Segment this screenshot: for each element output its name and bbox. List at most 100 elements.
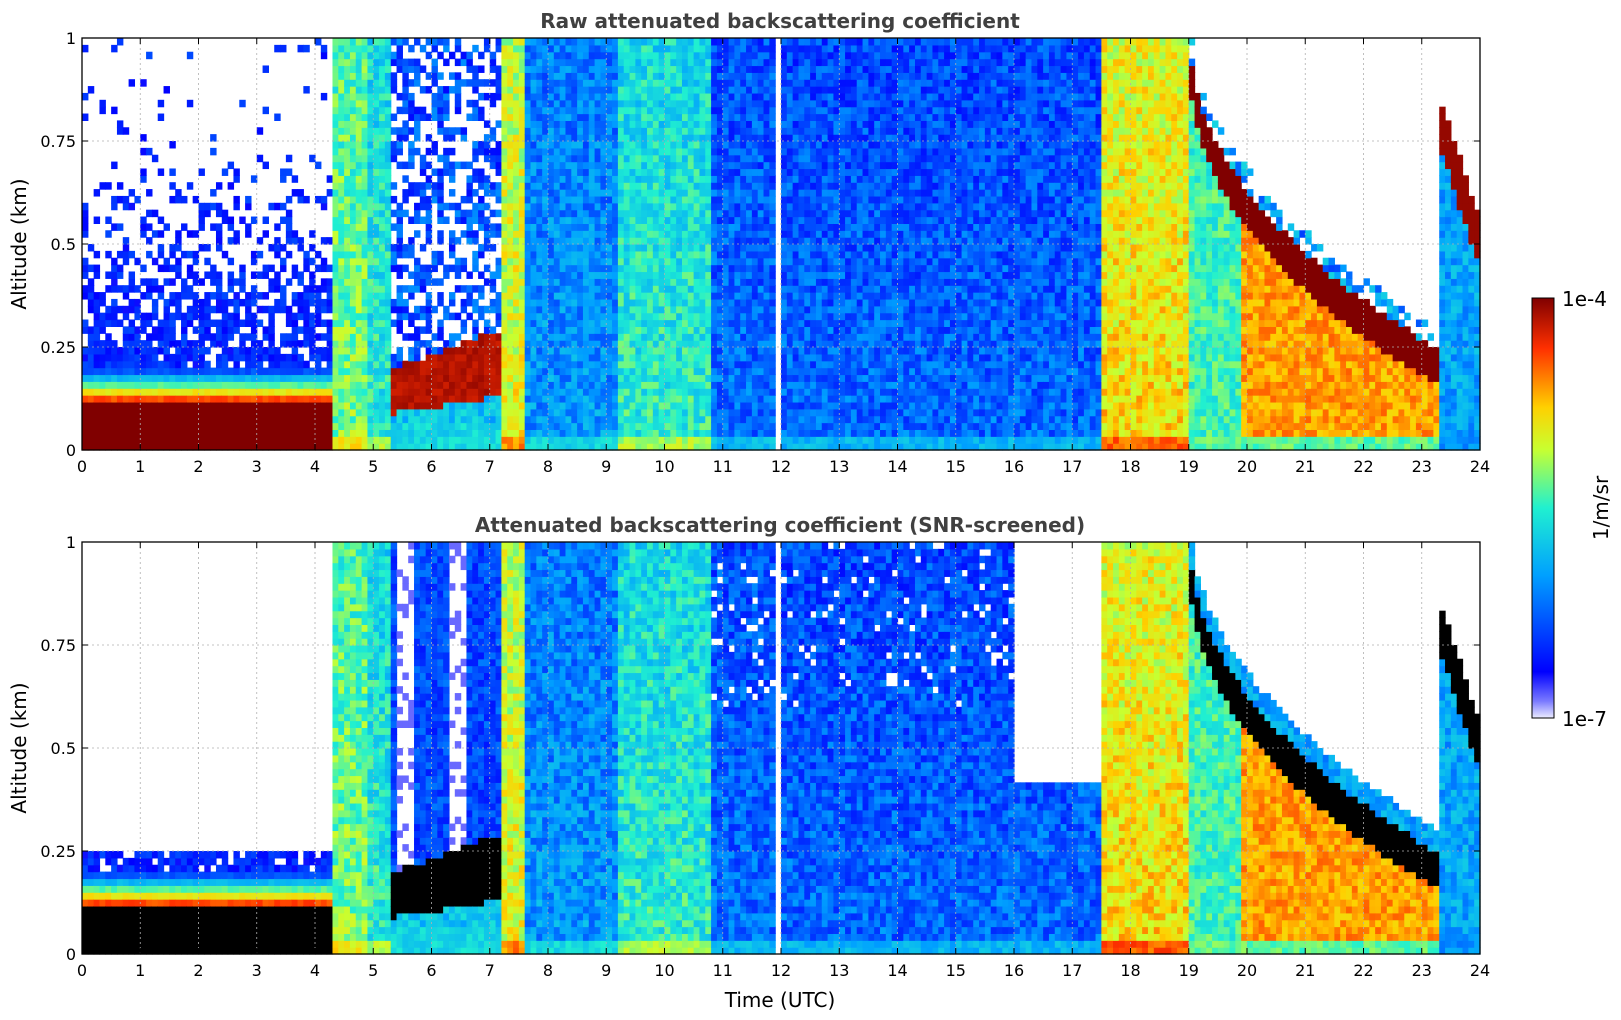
heatmap-cell	[263, 354, 269, 361]
heatmap-cell	[478, 306, 484, 313]
heatmap-cell	[472, 72, 478, 79]
heatmap-cell	[426, 436, 432, 443]
heatmap-cell	[577, 127, 583, 134]
heatmap-cell	[699, 72, 705, 79]
heatmap-cell	[292, 320, 298, 327]
heatmap-cell	[152, 354, 158, 361]
heatmap-cell	[216, 374, 222, 381]
heatmap-cell	[531, 45, 537, 52]
heatmap-cell	[583, 333, 589, 340]
heatmap-cell	[711, 388, 717, 395]
heatmap-cell	[82, 265, 88, 272]
heatmap-cell	[577, 299, 583, 306]
heatmap-cell	[432, 333, 438, 340]
heatmap-cell	[606, 210, 612, 217]
heatmap-cell	[303, 416, 309, 423]
heatmap-cell	[688, 395, 694, 402]
heatmap-cell	[507, 409, 513, 416]
heatmap-cell	[507, 59, 513, 66]
heatmap-cell	[560, 148, 566, 155]
heatmap-cell	[379, 258, 385, 265]
heatmap-cell	[82, 354, 88, 361]
heatmap-cell	[332, 230, 338, 237]
heatmap-cell	[641, 436, 647, 443]
heatmap-cell	[647, 175, 653, 182]
heatmap-cell	[740, 436, 746, 443]
heatmap-cell	[583, 134, 589, 141]
heatmap-cell	[385, 230, 391, 237]
heatmap-cell	[94, 354, 100, 361]
heatmap-cell	[519, 409, 525, 416]
heatmap-cell	[362, 79, 368, 86]
heatmap-cell	[682, 285, 688, 292]
heatmap-cell	[146, 423, 152, 430]
heatmap-cell	[204, 423, 210, 430]
heatmap-cell	[397, 306, 403, 313]
heatmap-cell	[595, 182, 601, 189]
heatmap-cell	[187, 429, 193, 436]
heatmap-cell	[216, 223, 222, 230]
heatmap-cell	[606, 237, 612, 244]
heatmap-cell	[729, 79, 735, 86]
heatmap-cell	[303, 313, 309, 320]
heatmap-cell	[222, 381, 228, 388]
heatmap-cell	[711, 258, 717, 265]
heatmap-cell	[362, 120, 368, 127]
heatmap-cell	[618, 347, 624, 354]
heatmap-cell	[356, 148, 362, 155]
heatmap-cell	[129, 340, 135, 347]
heatmap-cell	[303, 388, 309, 395]
heatmap-cell	[99, 368, 105, 375]
heatmap-cell	[280, 292, 286, 299]
heatmap-cell	[222, 210, 228, 217]
heatmap-cell	[268, 374, 274, 381]
heatmap-cell	[513, 107, 519, 114]
heatmap-cell	[501, 292, 507, 299]
heatmap-cell	[531, 120, 537, 127]
heatmap-cell	[589, 278, 595, 285]
heatmap-cell	[414, 436, 420, 443]
heatmap-cell	[373, 265, 379, 272]
heatmap-cell	[105, 340, 111, 347]
heatmap-cell	[560, 292, 566, 299]
heatmap-cell	[490, 100, 496, 107]
heatmap-cell	[385, 52, 391, 59]
heatmap-cell	[565, 285, 571, 292]
heatmap-cell	[618, 114, 624, 121]
heatmap-cell	[525, 409, 531, 416]
heatmap-cell	[123, 237, 129, 244]
heatmap-cell	[612, 313, 618, 320]
heatmap-cell	[146, 409, 152, 416]
heatmap-cell	[402, 189, 408, 196]
heatmap-cell	[618, 148, 624, 155]
heatmap-cell	[519, 189, 525, 196]
heatmap-cell	[257, 347, 263, 354]
heatmap-cell	[379, 168, 385, 175]
heatmap-cell	[507, 127, 513, 134]
heatmap-cell	[373, 72, 379, 79]
heatmap-cell	[565, 292, 571, 299]
heatmap-cell	[548, 175, 554, 182]
heatmap-cell	[367, 244, 373, 251]
heatmap-cell	[501, 45, 507, 52]
heatmap-cell	[490, 182, 496, 189]
heatmap-cell	[233, 409, 239, 416]
heatmap-cell	[519, 59, 525, 66]
heatmap-cell	[490, 127, 496, 134]
heatmap-cell	[606, 285, 612, 292]
heatmap-cell	[565, 127, 571, 134]
heatmap-cell	[694, 120, 700, 127]
heatmap-cell	[560, 52, 566, 59]
heatmap-cell	[612, 333, 618, 340]
heatmap-cell	[408, 127, 414, 134]
heatmap-cell	[298, 402, 304, 409]
heatmap-cell	[379, 86, 385, 93]
heatmap-cell	[164, 368, 170, 375]
heatmap-cell	[233, 361, 239, 368]
heatmap-cell	[239, 347, 245, 354]
heatmap-cell	[565, 120, 571, 127]
heatmap-cell	[536, 436, 542, 443]
heatmap-cell	[443, 409, 449, 416]
heatmap-cell	[507, 210, 513, 217]
heatmap-cell	[606, 134, 612, 141]
